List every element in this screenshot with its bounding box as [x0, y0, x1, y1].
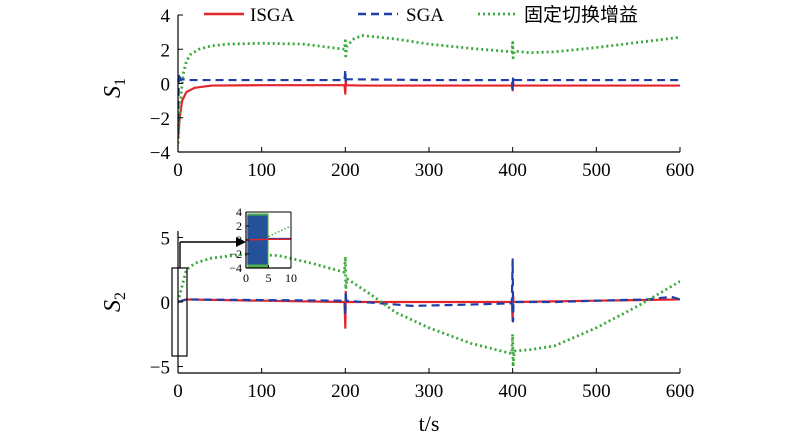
s1-line-series-2	[178, 34, 680, 144]
inset-ytick-label-2: 2	[236, 219, 242, 233]
s2-xtick-label-200: 200	[331, 381, 360, 402]
chart-panel-s2: 0 100 200 300 400 500 600−505 S2 t/s	[100, 228, 694, 436]
axes-s2: 0 100 200 300 400 500 600−505	[150, 228, 694, 402]
inset-ytick-label-4: 4	[236, 205, 242, 219]
s1-line-sga	[178, 68, 680, 135]
s2-ytick-label-0: 0	[161, 293, 171, 314]
zoom-arrow-head	[236, 237, 246, 247]
s1-ytick-label--4: −4	[150, 143, 171, 164]
chart-panel-s1: 0 100 200 300 400 500 600 −4 −2 0 2 4 S1 ISGA SGA 固…	[100, 4, 694, 181]
s2-xtick-label-600: 600	[666, 381, 695, 402]
s1-xtick-label-400: 400	[498, 160, 527, 181]
s1-ytick-label--2: −2	[150, 109, 170, 130]
legend-label-fixed-gain: 固定切换增益	[524, 4, 638, 26]
inset-xtick-label-5: 5	[266, 271, 272, 285]
inset-ytick-label--4: −4	[229, 261, 242, 275]
s1-xtick-label-500: 500	[582, 160, 611, 181]
ylabel-s2: S2	[100, 292, 129, 312]
s2-xtick-label-0: 0	[173, 381, 183, 402]
s1-ytick-label-2: 2	[161, 40, 171, 61]
s2-xtick-label-500: 500	[582, 381, 611, 402]
legend-label-isga: ISGA	[250, 5, 295, 26]
s1-xtick-label-600: 600	[666, 160, 695, 181]
s1-ytick-label-0: 0	[161, 75, 171, 96]
ylabel-s1: S1	[100, 78, 129, 98]
s2-xtick-label-400: 400	[498, 381, 527, 402]
inset-plot-area	[246, 213, 291, 268]
inset-xtick-label-10: 10	[285, 271, 297, 285]
s1-line-isga	[178, 78, 680, 139]
plot-area-s1	[178, 34, 680, 144]
inset-tail-0	[268, 225, 291, 238]
xlabel: t/s	[419, 411, 440, 436]
s1-xtick-label-0: 0	[173, 160, 183, 181]
s2-xtick-label-300: 300	[415, 381, 444, 402]
legend-label-sga: SGA	[406, 5, 444, 26]
s2-line-series-2	[178, 252, 680, 368]
s1-xtick-label-300: 300	[415, 160, 444, 181]
s2-line-sga	[178, 258, 680, 323]
plot-area-s2	[178, 252, 680, 368]
s2-xtick-label-100: 100	[247, 381, 276, 402]
s1-xtick-label-100: 100	[247, 160, 276, 181]
s2-ytick-label-5: 5	[161, 228, 171, 249]
axes-s1: 0 100 200 300 400 500 600 −4 −2 0 2 4	[150, 6, 694, 181]
s1-ytick-label-4: 4	[161, 6, 171, 27]
inset-line-series-2	[246, 238, 291, 241]
s2-ytick-label--5: −5	[150, 358, 170, 379]
legend: ISGA SGA 固定切换增益	[204, 4, 638, 26]
inset-xtick-label-0: 0	[243, 271, 249, 285]
s1-xtick-label-200: 200	[331, 160, 360, 181]
inset-ytick-label--2: −2	[229, 247, 242, 261]
inset-ytick-label-0: 0	[236, 233, 242, 247]
